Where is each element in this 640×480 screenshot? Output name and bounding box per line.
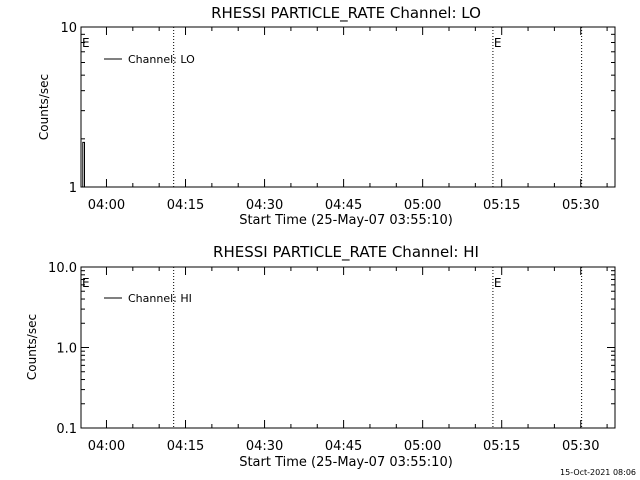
y-tick-label: 10.0 [48,261,77,276]
legend: Channel: LO [104,53,195,66]
hi-channel-panel: RHESSI PARTICLE_RATE Channel: HI Counts/… [25,243,616,470]
y-axis-label: Counts/sec [25,314,39,380]
event-marker: E [494,36,502,50]
event-marker: E [494,276,502,290]
legend-label: Channel: LO [128,53,195,66]
x-tick-label: 04:30 [246,198,283,213]
x-tick-label: 05:00 [404,198,441,213]
y-tick-label: 1 [69,181,77,196]
x-tick-label: 05:15 [483,198,520,213]
x-tick-label: 04:45 [325,198,362,213]
event-marker: E [82,36,90,50]
chart-title: RHESSI PARTICLE_RATE Channel: HI [213,243,479,262]
legend: Channel: HI [104,292,192,305]
chart-title: RHESSI PARTICLE_RATE Channel: LO [211,4,481,23]
x-tick-label: 04:00 [88,439,125,454]
y-tick-label: 1.0 [56,342,77,357]
x-axis-label: Start Time (25-May-07 03:55:10) [239,213,453,228]
lo-channel-panel: RHESSI PARTICLE_RATE Channel: LO Counts/… [37,4,616,228]
x-tick-label: 05:00 [404,439,441,454]
footer-timestamp: 15-Oct-2021 08:06 [560,468,636,477]
x-tick-label: 05:30 [562,198,599,213]
x-tick-label: 05:15 [483,439,520,454]
plot-frame [80,26,616,188]
legend-label: Channel: HI [128,292,192,305]
x-axis-label: Start Time (25-May-07 03:55:10) [239,455,453,470]
x-tick-label: 04:15 [167,439,204,454]
x-tick-label: 05:30 [562,439,599,454]
x-tick-label: 04:00 [88,198,125,213]
x-tick-label: 04:15 [167,198,204,213]
x-tick-label: 04:45 [325,439,362,454]
event-marker: E [82,276,90,290]
x-tick-label: 04:30 [246,439,283,454]
y-tick-label: 0.1 [56,422,77,437]
y-axis-label: Counts/sec [37,74,51,140]
series-line [82,141,85,187]
y-tick-label: 10 [60,21,77,36]
